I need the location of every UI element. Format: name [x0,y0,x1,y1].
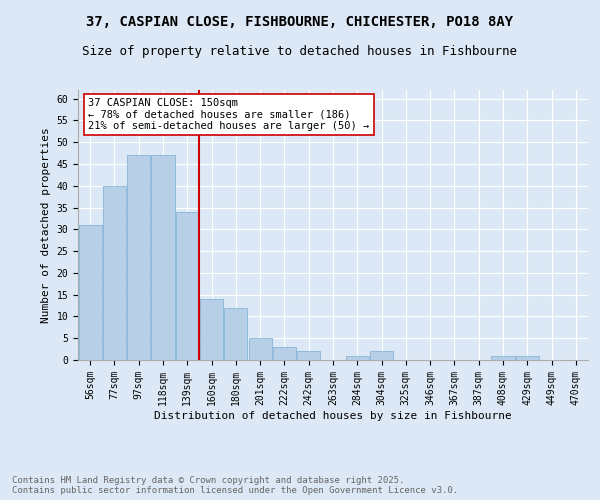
Bar [491,356,515,360]
Bar [176,212,199,360]
Bar [79,225,101,360]
Bar [297,352,320,360]
Text: Size of property relative to detached houses in Fishbourne: Size of property relative to detached ho… [83,45,517,58]
Bar [273,347,296,360]
Text: 37, CASPIAN CLOSE, FISHBOURNE, CHICHESTER, PO18 8AY: 37, CASPIAN CLOSE, FISHBOURNE, CHICHESTE… [86,15,514,29]
Bar [370,352,393,360]
Bar [103,186,126,360]
Text: Contains HM Land Registry data © Crown copyright and database right 2025.
Contai: Contains HM Land Registry data © Crown c… [12,476,458,495]
Bar [516,356,539,360]
Y-axis label: Number of detached properties: Number of detached properties [41,127,51,323]
Bar [224,308,247,360]
Bar [200,299,223,360]
Bar [151,156,175,360]
Bar [248,338,272,360]
Bar [346,356,369,360]
Text: 37 CASPIAN CLOSE: 150sqm
← 78% of detached houses are smaller (186)
21% of semi-: 37 CASPIAN CLOSE: 150sqm ← 78% of detach… [88,98,370,132]
X-axis label: Distribution of detached houses by size in Fishbourne: Distribution of detached houses by size … [154,410,512,420]
Bar [127,156,150,360]
